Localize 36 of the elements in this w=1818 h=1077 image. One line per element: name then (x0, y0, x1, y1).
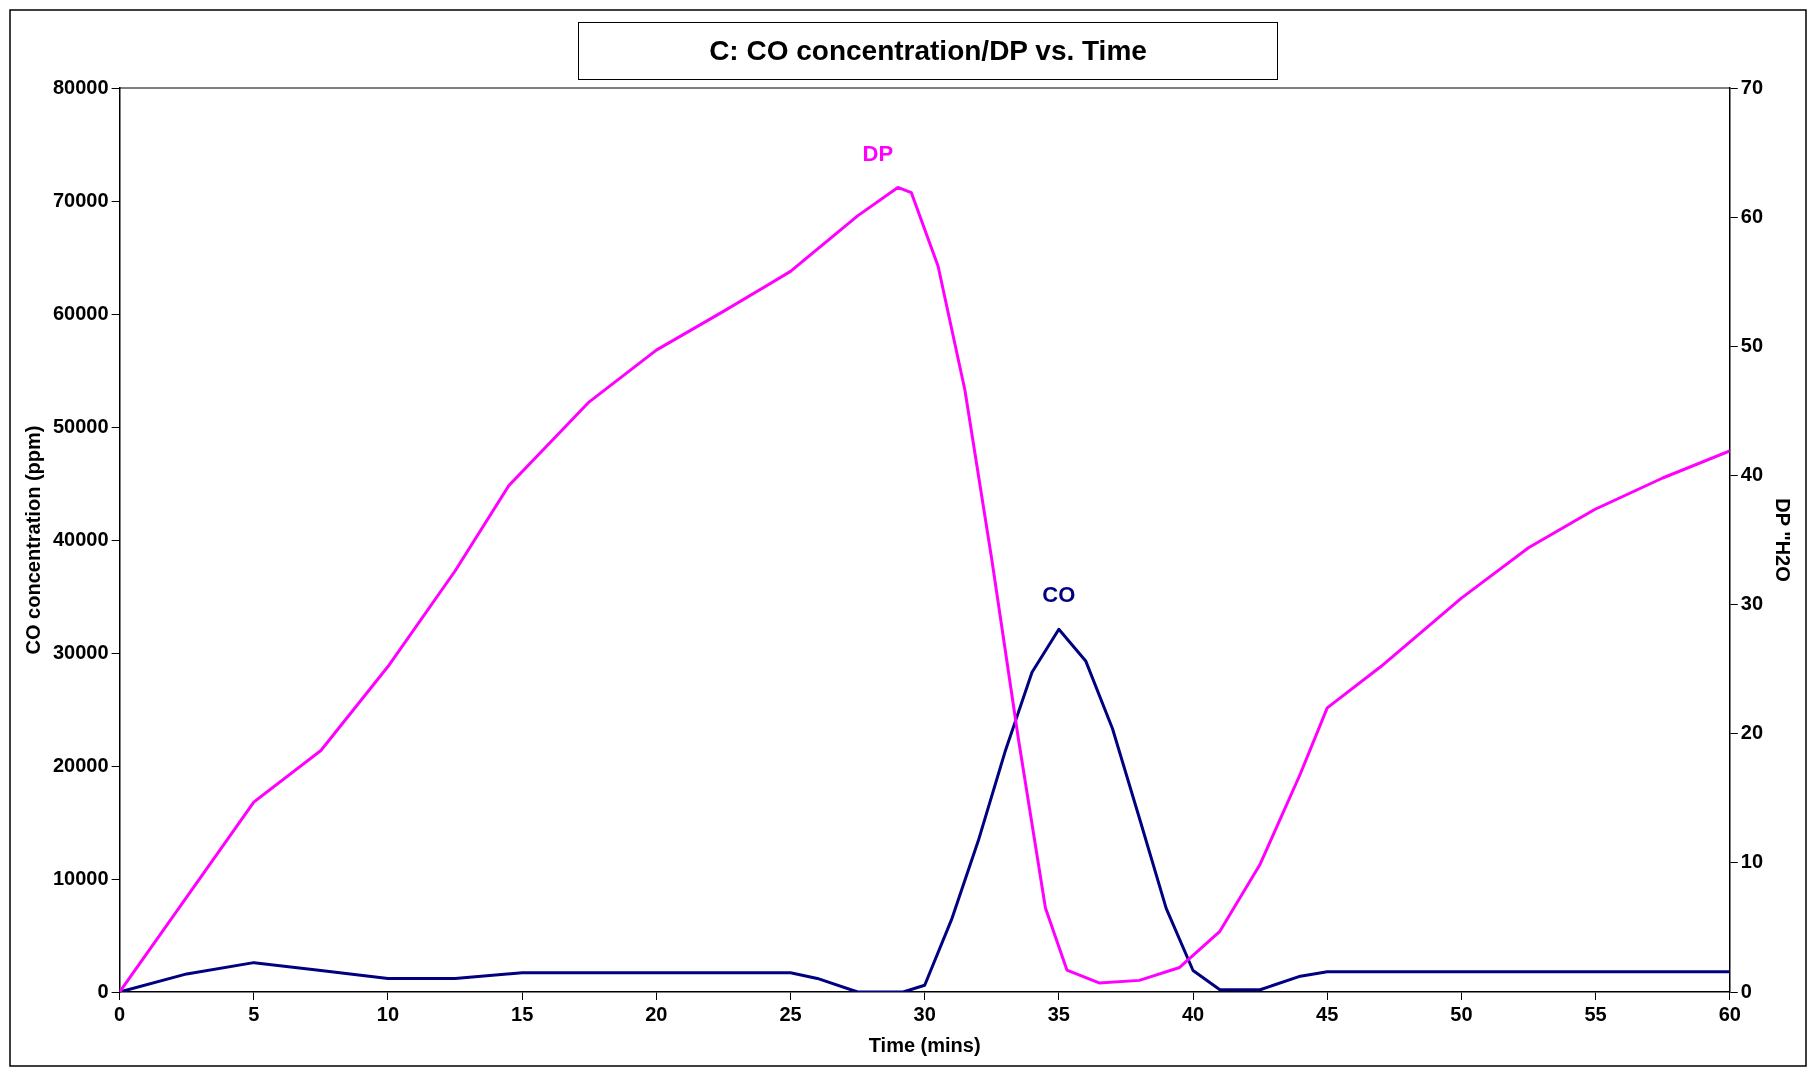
y2-axis-title: DP "H2O (1772, 498, 1795, 582)
x-tick-label: 10 (376, 1002, 400, 1025)
y-tick-label: 50000 (52, 414, 109, 437)
y-tick-label: 0 (97, 979, 109, 1002)
series-label: CO (1042, 582, 1076, 608)
y2-tick-label: 60 (1740, 204, 1763, 227)
x-tick-label: 55 (1584, 1002, 1607, 1025)
y-axis-title: CO concentration (ppm) (21, 425, 44, 655)
x-tick-label: 45 (1316, 1002, 1339, 1025)
y2-tick-label: 0 (1740, 979, 1752, 1002)
y2-tick-label: 70 (1740, 75, 1763, 98)
x-tick-label: 30 (913, 1002, 936, 1025)
x-tick-label: 20 (645, 1002, 668, 1025)
series-label: DP (862, 140, 894, 166)
x-tick-label: 60 (1718, 1002, 1741, 1025)
x-tick-label: 0 (114, 1002, 126, 1025)
x-tick-label: 40 (1181, 1002, 1205, 1025)
x-axis-title: Time (mins) (868, 1033, 981, 1056)
chart-title: C: CO concentration/DP vs. Time (578, 22, 1278, 80)
y2-tick-label: 30 (1740, 592, 1763, 615)
x-tick-label: 15 (511, 1002, 534, 1025)
y2-tick-label: 10 (1740, 850, 1763, 873)
x-tick-label: 25 (779, 1002, 802, 1025)
x-tick-label: 50 (1450, 1002, 1473, 1025)
y-tick-label: 40000 (52, 527, 109, 550)
x-tick-label: 35 (1047, 1002, 1070, 1025)
x-tick-label: 5 (248, 1002, 260, 1025)
y-tick-label: 60000 (52, 301, 109, 324)
y-tick-label: 30000 (52, 640, 109, 663)
y-tick-label: 80000 (52, 75, 109, 98)
y-tick-label: 20000 (52, 753, 109, 776)
y2-tick-label: 20 (1740, 721, 1763, 744)
y-tick-label: 10000 (52, 866, 109, 889)
y2-tick-label: 40 (1740, 462, 1763, 485)
y2-tick-label: 50 (1740, 333, 1763, 356)
y-tick-label: 70000 (52, 188, 109, 211)
